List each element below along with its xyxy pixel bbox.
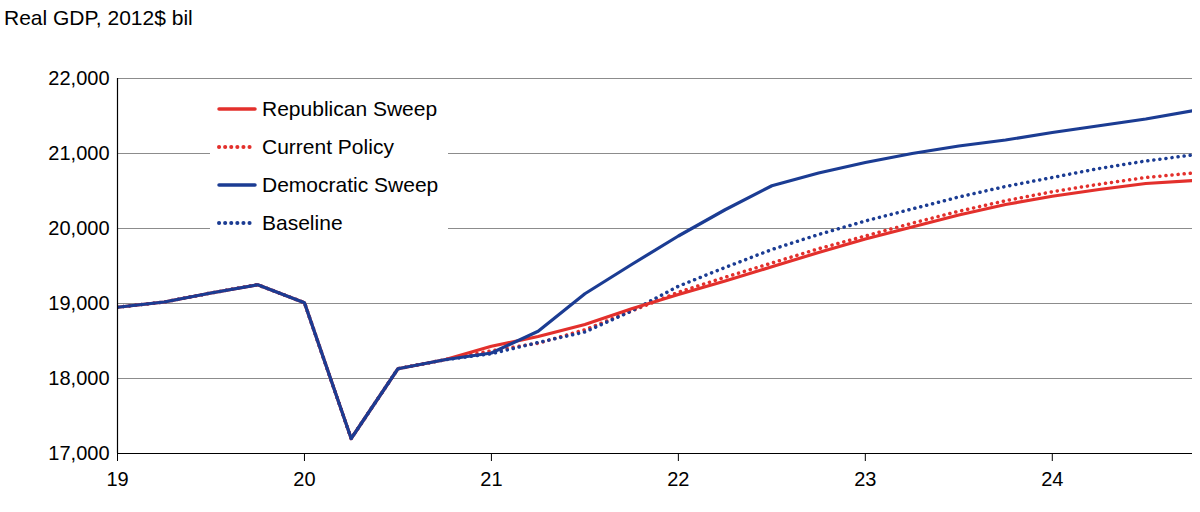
svg-text:23: 23 (854, 468, 876, 490)
svg-text:21: 21 (480, 468, 502, 490)
svg-text:20: 20 (293, 468, 315, 490)
svg-text:19: 19 (106, 468, 128, 490)
svg-text:22: 22 (667, 468, 689, 490)
html-text:Baseline: Baseline (262, 211, 343, 234)
html-text:Current Policy: Current Policy (262, 135, 394, 158)
svg-text:19,000: 19,000 (48, 292, 109, 314)
html-text:Democratic Sweep: Democratic Sweep (262, 173, 439, 196)
svg-text:21,000: 21,000 (48, 142, 109, 164)
html-text:Republican Sweep: Republican Sweep (262, 97, 438, 120)
svg-text:17,000: 17,000 (48, 442, 109, 464)
svg-text:22,000: 22,000 (48, 67, 109, 89)
svg-text:24: 24 (1041, 468, 1063, 490)
html-text:Real GDP, 2012$ bil: Real GDP, 2012$ bil (4, 6, 193, 29)
svg-text:20,000: 20,000 (48, 217, 109, 239)
svg-text:18,000: 18,000 (48, 367, 109, 389)
